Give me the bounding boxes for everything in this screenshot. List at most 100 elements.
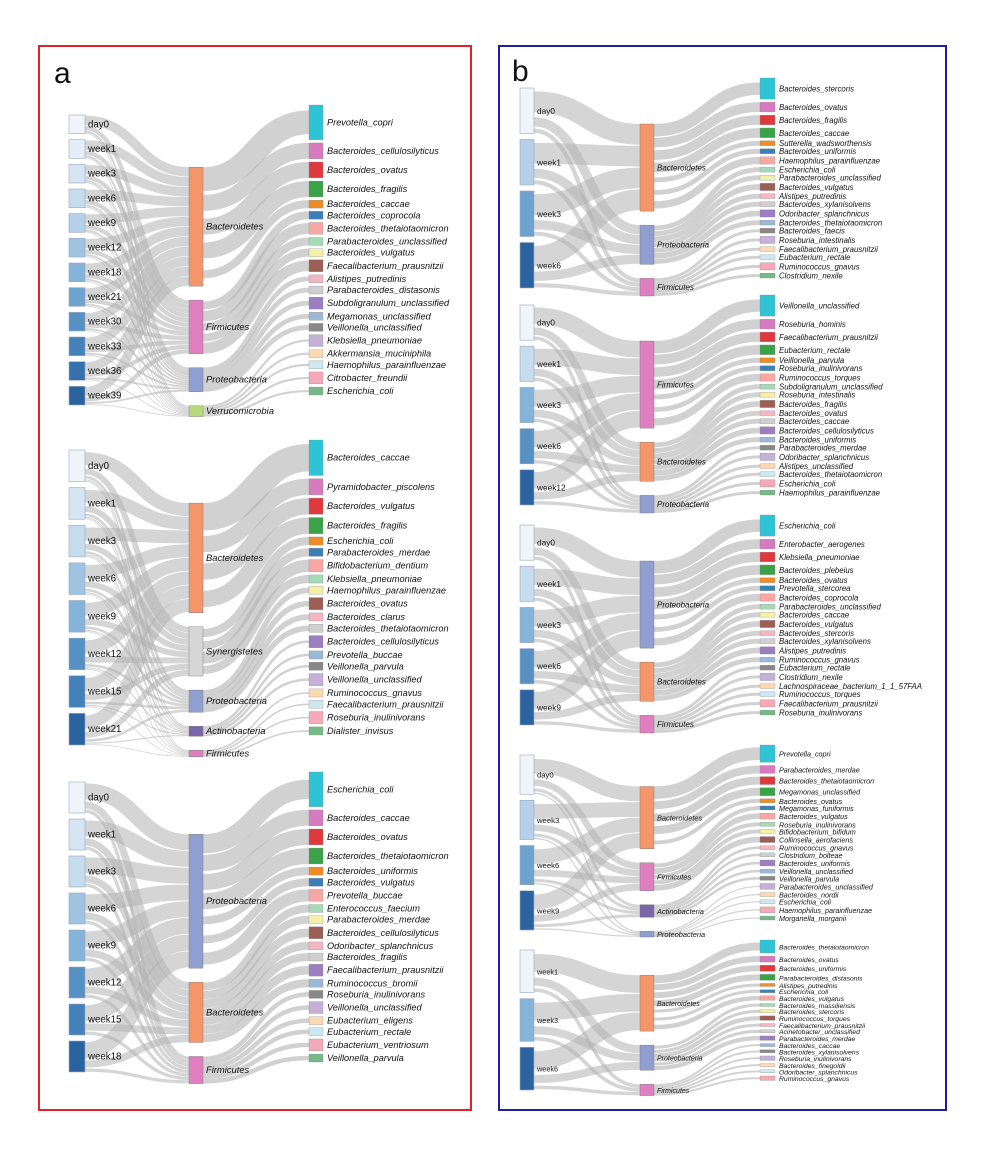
species-label-roseburia-hominis: Roseburia_hominis (779, 320, 846, 329)
species-label-enterococcus-faecium: Enterococcus_faecium (327, 904, 420, 914)
species-node-bifidobacterium-bifidum (759, 829, 776, 834)
species-label-bacteroides-cellulosilyticus: Bacteroides_cellulosilyticus (327, 146, 439, 156)
link-time-phylum (533, 473, 641, 500)
link-time-phylum (533, 954, 641, 993)
link-time-phylum (84, 551, 190, 699)
link-time-phylum (84, 884, 190, 911)
time-node-week3 (519, 607, 535, 643)
species-label-faecalibacterium-prausnitzii: Faecalibacterium_prausnitzii (779, 1023, 866, 1030)
species-label-bacteroides-plebeius: Bacteroides_plebeius (779, 566, 854, 575)
species-label-bacteroides-stercoris: Bacteroides_stercoris (779, 1009, 845, 1016)
species-label-bacteroides-thetaiotaomicron: Bacteroides_thetaiotaomicron (779, 219, 882, 228)
link-time-phylum (84, 668, 190, 756)
species-node-parabacteroides-merdae (759, 765, 776, 774)
link-time-phylum (84, 236, 190, 298)
link-phylum-species (202, 211, 310, 310)
link-phylum-species (653, 1036, 761, 1071)
species-node-bacteroides-faecis (759, 228, 776, 234)
link-time-phylum (533, 613, 641, 668)
species-node-escherichia-coli (308, 536, 324, 546)
link-time-phylum (84, 327, 190, 386)
link-phylum-species (653, 647, 761, 696)
time-node-week3 (519, 190, 535, 237)
link-time-phylum (533, 117, 641, 235)
species-node-haemophilus-parainfluenzae (308, 360, 324, 369)
phylum-label-verrucomicrobia: Verrucomicrobia (206, 405, 274, 416)
species-node-bacteroides-nordii (759, 892, 776, 897)
link-time-phylum (84, 527, 190, 544)
species-node-haemophilus-parainfluenzae (759, 490, 776, 496)
link-time-phylum (84, 875, 190, 1005)
species-node-klebsiella-pneumoniae (308, 334, 324, 347)
time-label-day0: day0 (537, 538, 555, 548)
species-label-roseburia-inulinivorans: Roseburia_inulinivorans (779, 1056, 852, 1063)
time-node-week21 (68, 713, 86, 746)
phylum-label-proteobacteria: Proteobacteria (657, 241, 710, 250)
species-label-bacteroides-ovatus: Bacteroides_ovatus (779, 957, 839, 964)
species-label-bacteroides-cellulosilyticus: Bacteroides_cellulosilyticus (779, 426, 874, 435)
time-node-week33 (68, 336, 86, 356)
time-label-week21: week21 (87, 292, 121, 303)
species-label-akkermansia-muciniphila: Akkermansia_muciniphila (326, 349, 431, 359)
link-phylum-species (202, 559, 310, 664)
link-time-phylum (533, 231, 641, 292)
species-label-ruminococcus-torques: Ruminococcus_torques (779, 1016, 851, 1023)
species-node-megamonas-unclassified (308, 312, 324, 321)
link-phylum-species (202, 110, 310, 191)
species-label-bacteroides-stercoris: Bacteroides_stercoris (779, 629, 854, 638)
link-time-phylum (533, 375, 641, 407)
link-phylum-species (653, 115, 761, 160)
phylum-label-proteobacteria: Proteobacteria (657, 500, 710, 509)
species-label-prevotella-copri: Prevotella_copri (327, 117, 394, 127)
species-label-parabacteroides-merdae: Parabacteroides_merdae (779, 765, 860, 774)
species-label-bacteroides-ovatus: Bacteroides_ovatus (327, 599, 408, 609)
species-node-odoribacter-splanchnicus (759, 453, 776, 461)
species-node-lachnospiraceae-bacterium-1-1-57faa (759, 683, 776, 689)
link-phylum-species (653, 692, 761, 728)
time-label-week12: week12 (87, 649, 121, 660)
species-label-faecalibacterium-prausnitzii: Faecalibacterium_prausnitzii (327, 965, 444, 975)
species-node-bacteroides-stercoris (759, 77, 776, 100)
species-label-bifidobacterium-bifidum: Bifidobacterium_bifidum (779, 827, 856, 836)
species-label-bacteroides-ovatus: Bacteroides_ovatus (779, 409, 848, 418)
species-node-bacteroides-ovatus (759, 410, 776, 416)
time-label-week21: week21 (87, 724, 121, 735)
link-phylum-species (202, 352, 310, 411)
species-node-faecalibacterium-prausnitzii (759, 331, 776, 342)
link-time-phylum (533, 1036, 641, 1092)
species-node-veillonella-parvula (308, 1053, 324, 1063)
species-node-bacteroides-stercoris (759, 630, 776, 636)
species-node-bacteroides-uniformis (759, 148, 776, 154)
species-label-bacteroides-cellulosilyticus: Bacteroides_cellulosilyticus (327, 928, 439, 938)
species-label-ruminococcus-gnavus: Ruminococcus_gnavus (779, 1076, 850, 1083)
link-phylum-species (202, 248, 310, 342)
species-label-bacteroides-vulgatus: Bacteroides_vulgatus (327, 877, 415, 887)
time-label-week6: week6 (536, 1065, 558, 1074)
species-node-bacteroides-thetaiotaomicron (759, 776, 776, 785)
species-node-bacteroides-clarus (308, 612, 324, 622)
link-time-phylum (84, 389, 190, 404)
species-label-bacteroides-vulgatus: Bacteroides_vulgatus (327, 248, 415, 258)
time-node-day0 (519, 304, 535, 341)
time-node-week36 (68, 361, 86, 381)
species-label-veillonella-parvula: Veillonella_parvula (327, 1053, 404, 1063)
link-phylum-species (653, 1009, 761, 1053)
species-label-alistipes-unclassified: Alistipes_unclassified (778, 462, 854, 471)
species-label-parabacteroides-unclassified: Parabacteroides_unclassified (327, 237, 448, 247)
species-label-haemophilus-parainfluenzae: Haemophilus_parainfluenzae (779, 906, 872, 915)
species-node-eubacterium-rectale (759, 665, 776, 671)
link-phylum-species (202, 928, 310, 1009)
sankey-chart-7: day0 week3 week6 week9 Bacteroidetes Firmicut… (519, 744, 874, 939)
species-node-bacteroides-fragilis (308, 517, 324, 534)
time-label-week1: week1 (87, 144, 116, 155)
species-label-veillonella-unclassified: Veillonella_unclassified (327, 1003, 423, 1013)
species-node-faecalibacterium-prausnitzii (759, 246, 776, 252)
phylum-label-bacteroidetes: Bacteroidetes (206, 1006, 264, 1017)
link-time-phylum (84, 901, 190, 948)
link-phylum-species (653, 148, 761, 195)
phylum-label-firmicutes: Firmicutes (657, 720, 694, 729)
species-label-bacteroides-coprocola: Bacteroides_coprocola (779, 593, 859, 602)
species-node-ruminococcus-bromii (308, 979, 324, 988)
phylum-node-firmicutes (639, 278, 655, 297)
species-label-bacteroides-massiliensis: Bacteroides_massiliensis (779, 1003, 856, 1010)
